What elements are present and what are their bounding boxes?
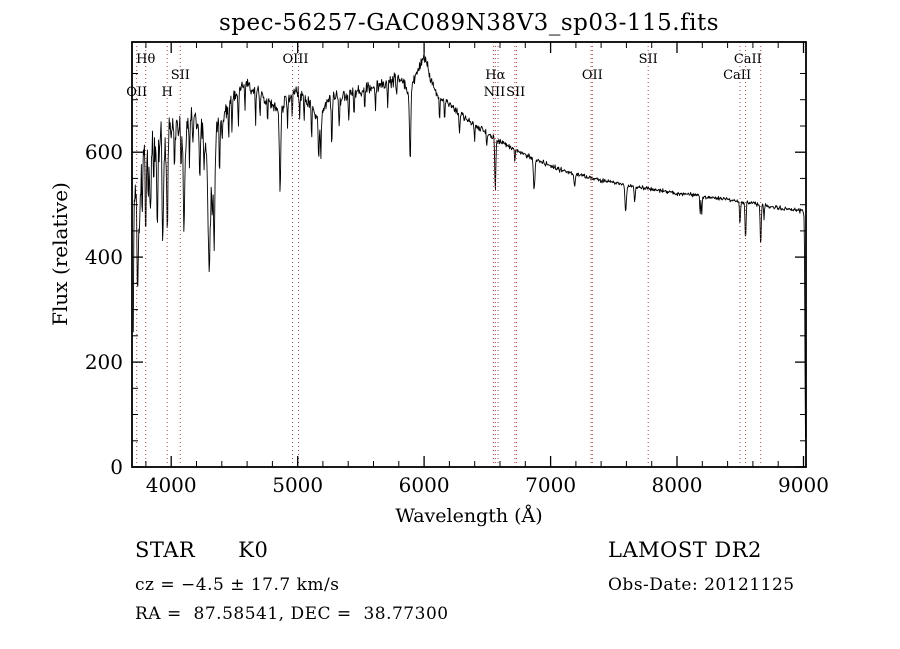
x-tick-label: 5000 xyxy=(272,473,323,497)
spectral-line-label: SII xyxy=(171,68,190,83)
cz-value-label: cz = −4.5 ± 17.7 km/s xyxy=(135,575,340,595)
x-tick-label: 6000 xyxy=(399,473,450,497)
ra-dec-label: RA = 87.58541, DEC = 38.77300 xyxy=(135,604,449,624)
obs-date-label: Obs-Date: 20121125 xyxy=(608,575,795,595)
spectral-line-label: OIII xyxy=(282,52,308,67)
y-tick-label: 400 xyxy=(85,245,123,269)
y-axis-label: Flux (relative) xyxy=(48,182,72,326)
spectral-line-label: Hθ xyxy=(136,52,155,67)
spectral-line-label: OII xyxy=(126,85,147,100)
spectral-line-label: CaII xyxy=(734,52,762,67)
x-axis-label: Wavelength (Å) xyxy=(395,505,543,527)
object-class-label: STAR K0 xyxy=(135,538,269,562)
spectral-line-label: CaII xyxy=(723,68,751,83)
spectral-line-label: NII xyxy=(484,85,506,100)
plot-frame xyxy=(131,41,807,468)
x-tick-label: 9000 xyxy=(778,473,829,497)
spectral-line-label: SII xyxy=(506,85,525,100)
x-tick-label: 4000 xyxy=(146,473,197,497)
spectral-line-label: Hα xyxy=(485,68,505,83)
spectral-line-label: H xyxy=(162,85,173,100)
x-tick-label: 7000 xyxy=(525,473,576,497)
y-tick-label: 0 xyxy=(110,455,123,479)
spectral-line-label: OII xyxy=(582,68,603,83)
y-tick-label: 600 xyxy=(85,140,123,164)
spectrum-line xyxy=(132,52,806,438)
survey-label: LAMOST DR2 xyxy=(608,538,762,562)
x-tick-label: 8000 xyxy=(652,473,703,497)
y-tick-label: 200 xyxy=(85,350,123,374)
plot-title: spec-56257-GAC089N38V3_sp03-115.fits xyxy=(218,10,720,36)
spectral-line-label: SII xyxy=(639,52,658,67)
